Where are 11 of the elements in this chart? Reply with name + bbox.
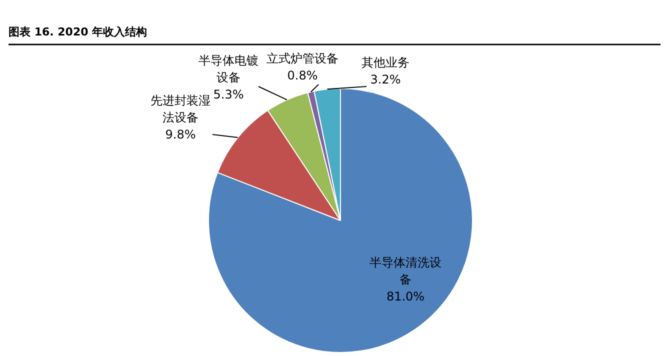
- data-label: 5.3%: [213, 88, 244, 102]
- slice-label: 半导体电镀设备: [198, 54, 258, 84]
- slice-label: 先进封装湿法设备: [150, 94, 210, 124]
- data-label: 9.8%: [165, 128, 196, 142]
- data-label: 3.2%: [370, 72, 401, 86]
- chart-title: 图表 16. 2020 年收入结构: [8, 26, 148, 38]
- slice-label: 半导体清洗设备: [370, 256, 442, 286]
- data-label: 81.0%: [386, 290, 425, 304]
- slice-label: 立式炉管设备: [266, 52, 338, 66]
- data-label: 0.8%: [287, 68, 318, 82]
- slice-label: 其他业务: [362, 56, 410, 70]
